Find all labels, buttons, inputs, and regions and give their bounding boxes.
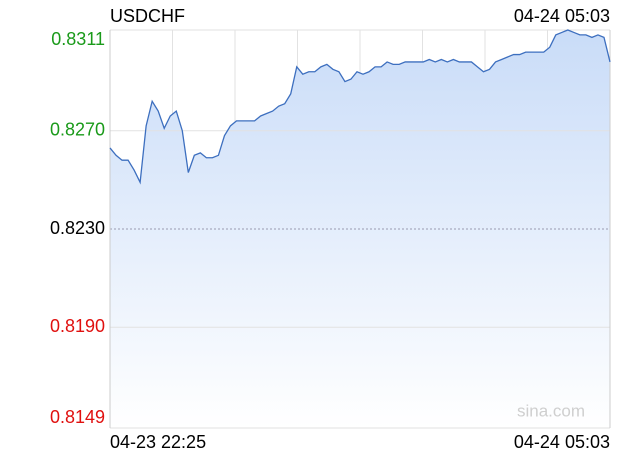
y-tick-label: 0.8230	[50, 218, 105, 238]
y-tick-label: 0.8270	[50, 119, 105, 139]
watermark: sina.com	[517, 401, 585, 420]
x-start-label: 04-23 22:25	[110, 432, 206, 452]
x-end-label: 04-24 05:03	[514, 432, 610, 452]
chart-title: USDCHF	[110, 6, 185, 26]
price-line	[109, 29, 611, 185]
plot-layer: 0.8311 0.8270 0.8230 0.8190 0.8149	[50, 29, 611, 429]
y-tick-label: 0.8149	[50, 407, 105, 427]
timestamp: 04-24 05:03	[514, 6, 610, 26]
y-tick-label: 0.8190	[50, 316, 105, 336]
y-tick-label: 0.8311	[51, 29, 105, 49]
